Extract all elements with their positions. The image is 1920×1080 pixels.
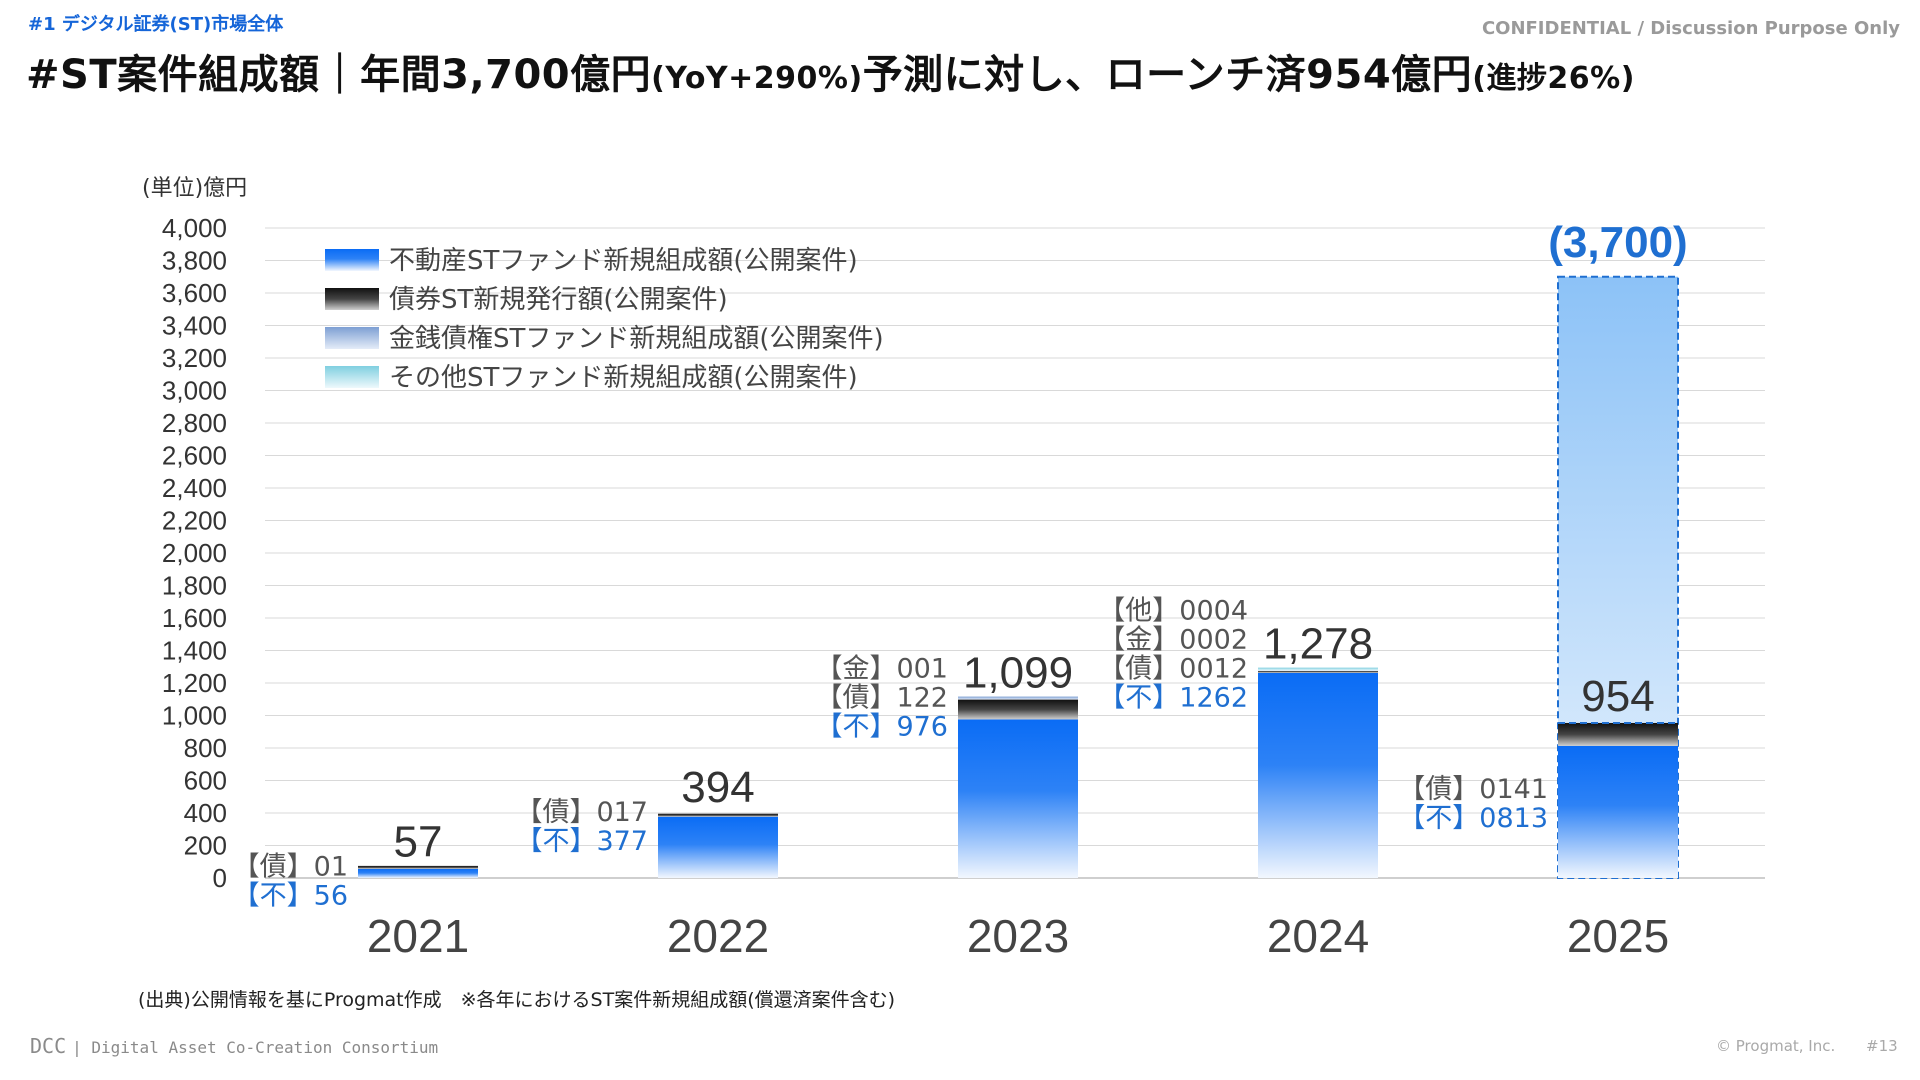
total-label: 394 [681,763,754,812]
y-tick-label: 3,000 [162,376,227,406]
source-note: (出典)公開情報を基にProgmat作成 ※各年におけるST案件新規組成額(償還… [138,989,896,1011]
y-tick-label: 400 [184,798,227,828]
y-tick-label: 2,000 [162,538,227,568]
page-title: #ST案件組成額｜年間3,700億円(YoY+290%)予測に対し、ローンチ済9… [26,42,1635,100]
bar-real_estate [1558,745,1678,878]
segment-label: 【不】56 [233,881,348,912]
legend-label: その他STファンド新規組成額(公開案件) [389,363,858,393]
title-part-yoy: (YoY+290%) [651,61,863,96]
total-label: 954 [1581,672,1654,721]
y-tick-label: 1,600 [162,603,227,633]
bar-real_estate [658,816,778,878]
segment-label: 【不】976 [815,711,948,742]
segment-label: 【債】122 [815,682,948,713]
y-tick-label: 2,800 [162,408,227,438]
y-tick-label: 4,000 [162,213,227,243]
bar-monetary_claim [958,696,1078,700]
y-tick-label: 2,200 [162,506,227,536]
unit-label: (単位)億円 [142,176,248,201]
legend-label: 金銭債権STファンド新規組成額(公開案件) [389,324,884,354]
segment-label: 【債】017 [515,797,648,828]
segment-label: 【債】01 [233,852,348,883]
legend-swatch [325,366,379,388]
dcc-logo-brand: DCC [30,1034,67,1058]
legend-label: 債券ST新規発行額(公開案件) [389,285,728,315]
section-tag: #1 デジタル証券(ST)市場全体 [28,14,284,35]
page-number: #13 [1866,1037,1898,1055]
segment-label: 【不】1262 [1098,682,1248,713]
legend-swatch [325,327,379,349]
total-label: 1,278 [1263,619,1373,668]
y-tick-label: 200 [184,831,227,861]
legend-label: 不動産STファンド新規組成額(公開案件) [389,246,858,276]
x-tick-label: 2025 [1567,910,1669,962]
total-label: 57 [394,818,443,867]
bar-bond [658,813,778,817]
x-tick-label: 2024 [1267,910,1369,962]
legend-swatch [325,288,379,310]
y-tick-label: 3,800 [162,246,227,276]
bar-bond [358,865,478,869]
y-tick-label: 2,600 [162,441,227,471]
y-tick-label: 1,200 [162,668,227,698]
y-tick-label: 3,200 [162,343,227,373]
segment-label: 【不】0813 [1398,803,1548,834]
x-tick-label: 2022 [667,910,769,962]
y-tick-label: 1,800 [162,571,227,601]
legend-swatch [325,249,379,271]
segment-label: 【債】0141 [1398,774,1548,805]
y-tick-label: 3,600 [162,278,227,308]
bar-bond [1558,722,1678,746]
segment-label: 【他】0004 [1098,595,1248,626]
segment-label: 【不】377 [515,826,648,857]
y-tick-label: 2,400 [162,473,227,503]
bar-real_estate [958,719,1078,878]
dcc-logo: DCC | Digital Asset Co-Creation Consortiu… [30,1034,438,1058]
bar-bond [1258,669,1378,673]
bar-other [1258,667,1378,671]
x-tick-label: 2023 [967,910,1069,962]
confidential-notice: CONFIDENTIAL / Discussion Purpose Only [1481,18,1900,39]
segment-label: 【金】0002 [1098,624,1248,655]
bar-real_estate [1258,672,1378,878]
copyright: © Progmat, Inc. [1716,1037,1836,1055]
y-tick-label: 1,400 [162,636,227,666]
y-tick-label: 0 [213,863,227,893]
segment-label: 【債】0012 [1098,653,1248,684]
bar-real_estate [358,868,478,878]
y-tick-label: 1,000 [162,701,227,731]
title-part-launched: 予測に対し、ローンチ済954億円 [862,52,1473,98]
title-part-main: #ST案件組成額｜年間3,700億円 [26,52,652,98]
y-tick-label: 800 [184,733,227,763]
y-tick-label: 600 [184,766,227,796]
title-part-progress: (進捗26%) [1472,61,1635,96]
forecast-label: (3,700) [1548,218,1687,267]
dcc-logo-text: | Digital Asset Co-Creation Consortium [72,1038,439,1057]
segment-label: 【金】001 [815,653,948,684]
y-tick-label: 3,400 [162,311,227,341]
x-tick-label: 2021 [367,910,469,962]
total-label: 1,099 [963,648,1073,697]
bar-bond [958,699,1078,720]
